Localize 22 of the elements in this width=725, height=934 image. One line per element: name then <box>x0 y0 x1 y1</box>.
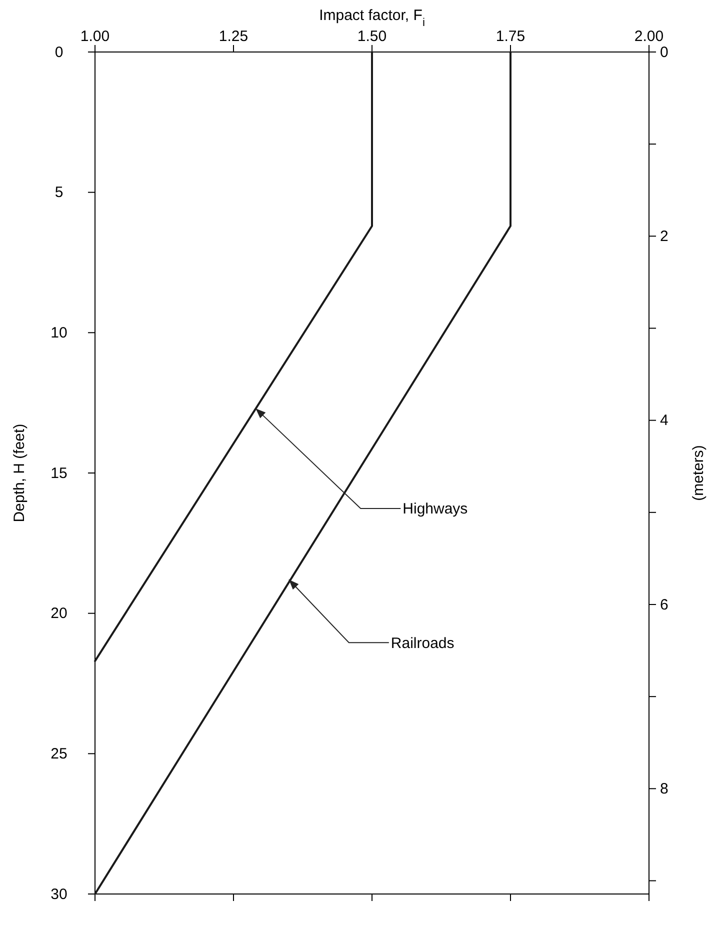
y-tick-label: 10 <box>50 324 68 342</box>
y-tick-label: 0 <box>54 44 64 61</box>
x-tick-label: 1.25 <box>218 28 248 45</box>
y-axis-title: Depth, H (feet) <box>11 424 28 522</box>
x-tick-label: 1.50 <box>357 28 387 45</box>
y2-tick-label: 4 <box>660 412 668 430</box>
annotation: Railroads <box>390 634 454 652</box>
y2-tick-label: 2 <box>660 228 668 245</box>
y-tick-label: 15 <box>50 464 68 482</box>
x-axis-title: Impact factor, F$_{i}$ <box>319 7 425 29</box>
y2-tick-label: 8 <box>660 780 668 798</box>
annotation: Highways <box>402 500 468 518</box>
y-tick-label: 30 <box>50 886 68 903</box>
y-tick-label: 25 <box>50 745 68 762</box>
x-tick-label: 1.75 <box>496 28 526 45</box>
y2-tick-label: 6 <box>660 596 668 614</box>
y-tick-label: 5 <box>54 184 64 202</box>
y-tick-label: 20 <box>50 605 68 622</box>
x-tick-label: 1.00 <box>80 28 110 45</box>
x-tick-label: 2.00 <box>634 28 664 45</box>
y2-axis-title: (meters) <box>690 445 707 501</box>
y2-tick-label: 0 <box>660 44 668 61</box>
